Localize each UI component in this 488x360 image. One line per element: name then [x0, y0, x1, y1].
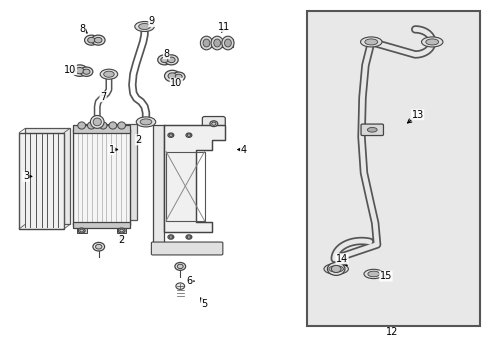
Bar [117, 228, 126, 233]
Circle shape [93, 242, 104, 251]
Ellipse shape [211, 36, 223, 50]
Ellipse shape [103, 71, 114, 77]
Circle shape [209, 121, 217, 127]
Circle shape [167, 235, 173, 239]
FancyBboxPatch shape [202, 117, 225, 136]
Circle shape [167, 133, 173, 137]
Circle shape [175, 74, 182, 79]
Circle shape [169, 236, 172, 238]
Circle shape [80, 229, 83, 232]
Circle shape [118, 228, 125, 233]
Circle shape [72, 65, 87, 76]
Circle shape [185, 235, 191, 239]
Circle shape [75, 67, 84, 74]
Ellipse shape [135, 22, 154, 32]
Circle shape [83, 69, 90, 74]
Ellipse shape [139, 23, 150, 30]
Bar [73, 129, 130, 225]
Ellipse shape [90, 116, 104, 129]
Circle shape [84, 35, 98, 45]
Text: 7: 7 [100, 92, 106, 102]
Ellipse shape [224, 39, 231, 47]
Text: 3: 3 [23, 171, 29, 181]
Circle shape [164, 55, 178, 65]
Ellipse shape [78, 122, 85, 129]
Ellipse shape [367, 271, 379, 277]
Circle shape [87, 37, 95, 43]
Bar [153, 126, 163, 247]
Ellipse shape [93, 118, 101, 126]
Text: 6: 6 [186, 276, 193, 286]
Ellipse shape [100, 69, 118, 79]
Circle shape [161, 57, 168, 63]
Circle shape [120, 229, 123, 232]
Circle shape [78, 228, 85, 233]
FancyBboxPatch shape [151, 242, 223, 255]
Ellipse shape [200, 36, 212, 50]
Ellipse shape [425, 39, 438, 45]
Text: 9: 9 [148, 17, 155, 27]
Ellipse shape [324, 264, 347, 274]
Bar [19, 133, 64, 229]
Text: 8: 8 [163, 49, 169, 59]
Ellipse shape [360, 37, 381, 47]
Bar [25, 129, 70, 225]
Text: 4: 4 [240, 144, 246, 154]
Ellipse shape [99, 122, 107, 129]
Circle shape [80, 67, 93, 76]
Ellipse shape [328, 266, 343, 272]
Circle shape [168, 73, 176, 79]
Ellipse shape [203, 39, 209, 47]
Text: 15: 15 [379, 271, 391, 281]
Circle shape [177, 264, 183, 269]
Circle shape [327, 262, 344, 275]
Text: 2: 2 [135, 135, 142, 145]
Text: 10: 10 [64, 64, 77, 75]
Polygon shape [163, 126, 224, 232]
Ellipse shape [222, 36, 234, 50]
Circle shape [187, 236, 190, 238]
Ellipse shape [363, 269, 383, 279]
Polygon shape [200, 40, 233, 46]
Bar [77, 228, 86, 233]
Ellipse shape [366, 127, 376, 132]
Text: 5: 5 [201, 299, 207, 309]
Bar [306, 11, 479, 326]
Text: 13: 13 [410, 110, 423, 120]
Circle shape [158, 55, 171, 65]
Ellipse shape [136, 117, 156, 127]
Bar [73, 222, 130, 228]
Text: 1: 1 [109, 144, 115, 154]
Ellipse shape [140, 119, 152, 125]
Ellipse shape [213, 39, 220, 47]
Text: 11: 11 [218, 22, 230, 32]
Circle shape [176, 283, 184, 289]
Text: 2: 2 [118, 235, 124, 245]
Ellipse shape [87, 122, 95, 129]
Circle shape [95, 244, 102, 249]
Circle shape [211, 122, 216, 125]
Circle shape [167, 57, 175, 63]
Circle shape [331, 265, 340, 273]
Circle shape [175, 262, 185, 270]
Ellipse shape [364, 39, 377, 45]
Ellipse shape [109, 122, 117, 129]
Circle shape [91, 35, 105, 45]
Text: 8: 8 [80, 24, 85, 34]
Circle shape [187, 134, 190, 136]
Text: 12: 12 [385, 327, 397, 337]
Text: 14: 14 [335, 254, 347, 264]
Circle shape [164, 70, 180, 82]
Circle shape [94, 37, 102, 43]
Bar [73, 125, 130, 133]
Circle shape [185, 133, 191, 137]
Ellipse shape [118, 122, 125, 129]
FancyBboxPatch shape [360, 124, 383, 135]
Ellipse shape [421, 37, 442, 47]
Bar [80, 124, 137, 220]
Text: 10: 10 [170, 78, 182, 88]
Circle shape [172, 72, 184, 81]
Circle shape [169, 134, 172, 136]
